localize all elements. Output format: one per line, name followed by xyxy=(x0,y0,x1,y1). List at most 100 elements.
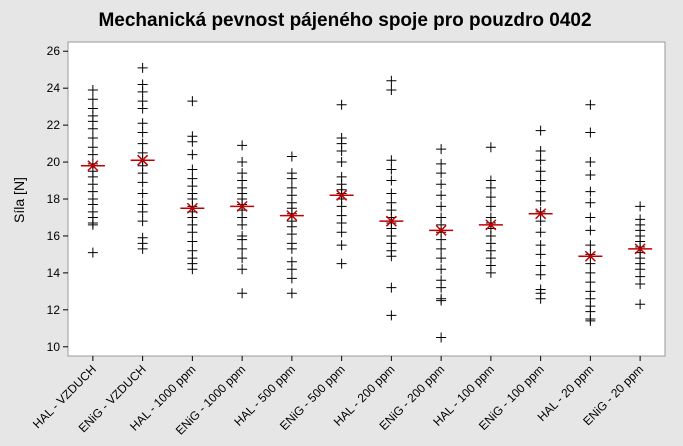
point xyxy=(87,149,98,160)
point xyxy=(485,142,496,153)
mean-marker xyxy=(130,154,155,166)
point xyxy=(436,282,447,293)
point xyxy=(137,127,148,138)
y-tick-label: 14 xyxy=(47,266,61,280)
point xyxy=(485,182,496,193)
point xyxy=(87,123,98,134)
point xyxy=(187,164,198,175)
point xyxy=(336,201,347,212)
point xyxy=(585,240,596,251)
point xyxy=(187,264,198,275)
point xyxy=(585,127,596,138)
point xyxy=(585,169,596,180)
point xyxy=(485,201,496,212)
point xyxy=(336,227,347,238)
point xyxy=(137,86,148,97)
point xyxy=(336,145,347,156)
point xyxy=(137,177,148,188)
point xyxy=(585,249,596,260)
point xyxy=(436,201,447,212)
point xyxy=(585,197,596,208)
point xyxy=(336,157,347,168)
point xyxy=(386,155,397,166)
y-tick-label: 12 xyxy=(47,303,61,317)
point xyxy=(436,179,447,190)
point xyxy=(187,149,198,160)
point xyxy=(187,136,198,147)
point xyxy=(436,253,447,264)
mean-marker xyxy=(279,210,304,222)
point xyxy=(585,277,596,288)
mean-marker xyxy=(80,160,105,172)
point xyxy=(585,258,596,269)
plot-area xyxy=(67,41,666,357)
point xyxy=(286,229,297,240)
point xyxy=(137,138,148,149)
point xyxy=(436,243,447,254)
mean-marker xyxy=(628,243,653,255)
point xyxy=(585,225,596,236)
point xyxy=(286,264,297,275)
point xyxy=(386,188,397,199)
y-tick-label: 24 xyxy=(47,81,61,95)
point xyxy=(535,260,546,271)
point xyxy=(436,295,447,306)
y-tick-label: 16 xyxy=(47,229,61,243)
point xyxy=(237,157,248,168)
point xyxy=(535,125,546,136)
point xyxy=(87,85,98,96)
point xyxy=(237,264,248,275)
point xyxy=(535,206,546,217)
point xyxy=(137,168,148,179)
point xyxy=(237,243,248,254)
point xyxy=(585,186,596,197)
point xyxy=(336,218,347,229)
point xyxy=(436,190,447,201)
mean-marker xyxy=(528,208,553,220)
point xyxy=(485,192,496,203)
point xyxy=(237,288,248,299)
point xyxy=(87,94,98,105)
point xyxy=(386,310,397,321)
point xyxy=(635,201,646,212)
point xyxy=(237,140,248,151)
point xyxy=(436,144,447,155)
point xyxy=(535,293,546,304)
point xyxy=(535,186,546,197)
point xyxy=(535,269,546,280)
y-tick-label: 26 xyxy=(47,44,61,58)
mean-marker xyxy=(379,215,404,227)
point xyxy=(535,227,546,238)
point xyxy=(336,99,347,110)
point xyxy=(535,166,546,177)
point xyxy=(535,155,546,166)
point xyxy=(187,96,198,107)
mean-marker xyxy=(329,189,354,201)
point xyxy=(386,251,397,262)
point xyxy=(386,175,397,186)
point xyxy=(237,234,248,245)
mean-marker xyxy=(429,224,454,236)
point xyxy=(286,173,297,184)
point xyxy=(286,151,297,162)
point xyxy=(585,212,596,223)
point xyxy=(635,278,646,289)
mean-marker xyxy=(230,200,255,212)
point xyxy=(137,206,148,217)
point xyxy=(187,227,198,238)
point xyxy=(237,219,248,230)
point xyxy=(137,188,148,199)
mean-marker xyxy=(578,250,603,262)
point xyxy=(635,299,646,310)
point xyxy=(336,258,347,269)
point xyxy=(187,236,198,247)
y-tick-label: 18 xyxy=(47,192,61,206)
point xyxy=(237,253,248,264)
y-axis-label: Síla [N] xyxy=(11,177,27,223)
point xyxy=(386,85,397,96)
point xyxy=(535,240,546,251)
point xyxy=(585,99,596,110)
point xyxy=(386,282,397,293)
point xyxy=(87,133,98,144)
